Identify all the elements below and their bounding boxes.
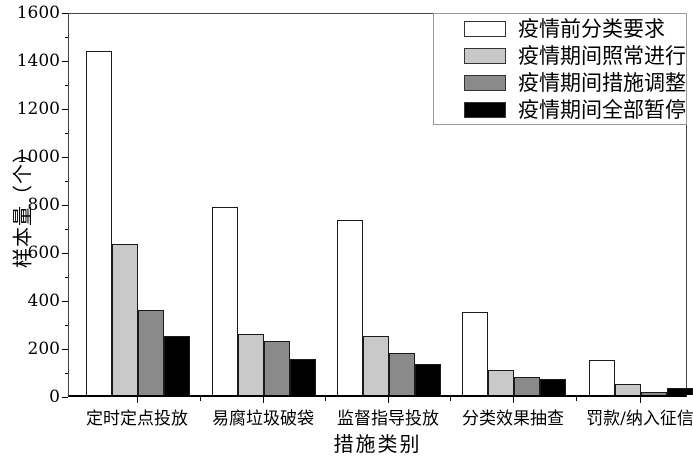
bar [138, 309, 164, 395]
x-minor-tick [576, 397, 577, 401]
bar [589, 359, 615, 395]
bar [164, 336, 190, 395]
y-minor-tick [65, 132, 68, 134]
bar [264, 341, 290, 395]
x-tick-label: 分类效果抽查 [462, 409, 564, 429]
bar [488, 369, 514, 395]
bar [212, 206, 238, 395]
legend-item: 疫情期间照常进行 [464, 44, 686, 68]
bar [514, 377, 540, 395]
y-major-tick [62, 108, 68, 110]
y-major-tick [62, 300, 68, 302]
bar [641, 392, 667, 395]
x-minor-tick [450, 397, 451, 401]
bar [238, 333, 264, 395]
bar [290, 359, 316, 395]
y-tick-label: 400 [27, 291, 60, 311]
y-major-tick [62, 204, 68, 206]
bar [86, 50, 112, 395]
y-major-tick [62, 60, 68, 62]
x-tick-label: 易腐垃圾破袋 [212, 409, 314, 429]
x-tick-label: 罚款/纳入征信 [586, 409, 693, 429]
legend-item: 疫情前分类要求 [464, 17, 686, 41]
y-minor-tick [65, 180, 68, 182]
bar [667, 387, 693, 395]
y-minor-tick [65, 276, 68, 278]
y-tick-label: 1400 [16, 51, 60, 71]
y-major-tick [62, 252, 68, 254]
y-tick-label: 600 [27, 243, 60, 263]
legend: 疫情前分类要求 疫情期间照常进行 疫情期间措施调整 疫情期间全部暂停 [433, 13, 687, 125]
x-major-tick [262, 397, 264, 403]
legend-label: 疫情期间照常进行 [518, 43, 686, 68]
bar [363, 336, 389, 395]
y-minor-tick [65, 228, 68, 230]
bar [415, 363, 441, 395]
x-minor-tick [325, 397, 326, 401]
bar [540, 378, 566, 395]
legend-item: 疫情期间措施调整 [464, 71, 686, 95]
legend-label: 疫情前分类要求 [518, 16, 665, 41]
x-axis-title: 措施类别 [333, 432, 422, 456]
x-major-tick [512, 397, 514, 403]
bar [615, 384, 641, 395]
x-minor-tick [199, 397, 201, 401]
x-tick-label: 监督指导投放 [337, 409, 439, 429]
y-major-tick [62, 12, 68, 14]
bar [112, 243, 138, 395]
bar [337, 219, 363, 395]
legend-swatch [464, 101, 506, 118]
y-tick-label: 0 [49, 387, 60, 407]
x-major-tick [136, 397, 138, 403]
y-minor-tick [65, 372, 68, 374]
legend-swatch [464, 20, 506, 37]
legend-swatch [464, 74, 506, 91]
legend-item: 疫情期间全部暂停 [464, 98, 686, 122]
x-tick-label: 定时定点投放 [86, 409, 188, 429]
legend-label: 疫情期间全部暂停 [518, 97, 686, 122]
y-minor-tick [65, 36, 68, 38]
y-major-tick [62, 348, 68, 350]
y-tick-label: 1200 [16, 99, 60, 119]
x-major-tick [387, 397, 389, 403]
y-tick-label: 800 [27, 195, 60, 215]
legend-swatch [464, 47, 506, 64]
y-minor-tick [65, 84, 68, 86]
bar [389, 353, 415, 395]
y-major-tick [62, 396, 68, 398]
y-major-tick [62, 156, 68, 158]
y-tick-label: 1000 [16, 147, 60, 167]
y-tick-label: 1600 [16, 3, 60, 23]
y-minor-tick [65, 324, 68, 326]
legend-label: 疫情期间措施调整 [518, 70, 686, 95]
x-major-tick [639, 397, 641, 403]
y-tick-label: 200 [27, 339, 60, 359]
bar [462, 312, 488, 395]
